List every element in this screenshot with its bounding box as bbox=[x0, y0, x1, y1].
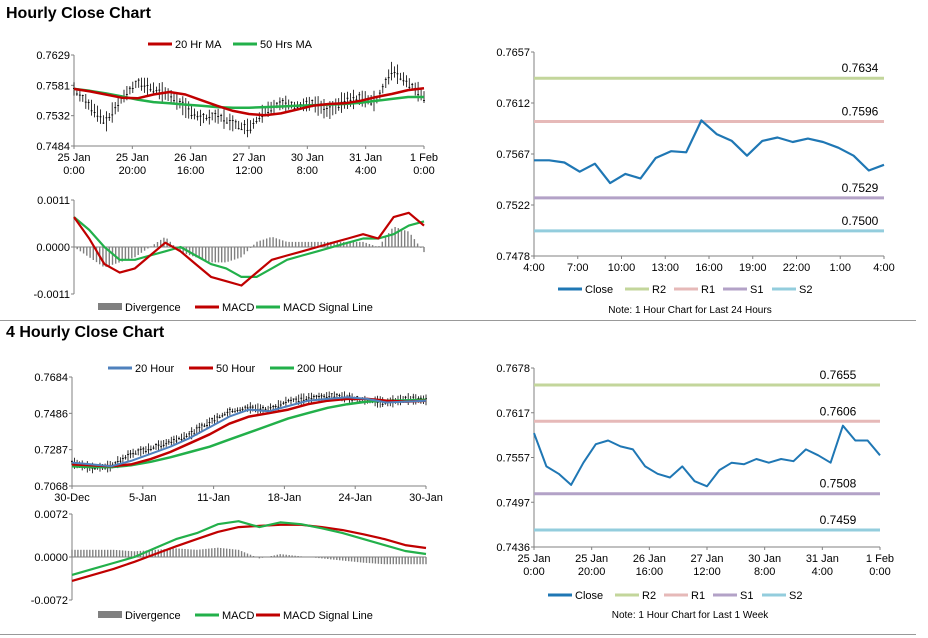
hourly-macd-y-tick-label: 0.0011 bbox=[37, 195, 70, 207]
four-hourly-week-x-tick-label: 27 Jan 12:00 bbox=[690, 553, 723, 578]
hourly-24h-legend-label: Close bbox=[585, 284, 613, 296]
hourly-24h-x-tick-label: 10:00 bbox=[608, 262, 636, 274]
hourly-24h-level-label-r1: 0.7596 bbox=[842, 105, 879, 119]
four-hourly-price-y-tick-label: 0.7486 bbox=[34, 408, 68, 420]
four-hourly-week-y-tick-label: 0.7678 bbox=[496, 363, 530, 375]
four-hourly-week-y-tick-label: 0.7497 bbox=[496, 497, 530, 509]
four-hourly-price-legend-label: 50 Hour bbox=[216, 363, 255, 375]
four-hourly-week-x-tick-label: 25 Jan 20:00 bbox=[575, 553, 608, 578]
four-hourly-price-y-tick-label: 0.7287 bbox=[34, 445, 68, 457]
hourly-macd-signal-line bbox=[73, 216, 425, 278]
hourly-24h-level-label-s2: 0.7500 bbox=[842, 214, 879, 228]
four-hourly-price-legend-label: 200 Hour bbox=[297, 363, 343, 375]
hourly-20hr-ma-line bbox=[73, 87, 425, 117]
four-hourly-macd-legend-label: MACD bbox=[222, 610, 254, 622]
hourly-24h-x-tick-label: 4:00 bbox=[523, 262, 544, 274]
hourly-price-y-tick-label: 0.7629 bbox=[36, 50, 70, 62]
hourly-macd-y-tick-label: 0.0000 bbox=[36, 242, 70, 254]
hourly-price-x-tick-label: 26 Jan 16:00 bbox=[174, 152, 207, 177]
four-hourly-section-title: 4 Hourly Close Chart bbox=[6, 324, 165, 341]
four-hourly-week-y-tick-label: 0.7557 bbox=[496, 453, 530, 465]
section-divider bbox=[0, 320, 916, 321]
hourly-24h-y-tick-label: 0.7567 bbox=[496, 149, 530, 161]
four-hourly-week-x-tick-label: 30 Jan 8:00 bbox=[748, 553, 781, 578]
four-hourly-week-level-label-s2: 0.7459 bbox=[820, 513, 857, 527]
hourly-24h-x-tick-label: 16:00 bbox=[695, 262, 723, 274]
four-hourly-price-y-tick-label: 0.7684 bbox=[34, 372, 68, 384]
hourly-price-x-tick-label: 27 Jan 12:00 bbox=[232, 152, 265, 177]
four-hourly-week-legend-label: S2 bbox=[789, 590, 802, 602]
hourly-24h-legend-label: R2 bbox=[652, 284, 666, 296]
hourly-macd-legend-label: MACD bbox=[222, 302, 254, 314]
four-hourly-week-legend-label: Close bbox=[575, 590, 603, 602]
four-hourly-week-level-label-r1: 0.7606 bbox=[820, 404, 857, 418]
bottom-divider bbox=[0, 634, 916, 635]
four-hourly-week-close-line bbox=[533, 424, 881, 488]
hourly-24h-x-tick-label: 22:00 bbox=[783, 262, 811, 274]
hourly-24h-x-tick-label: 13:00 bbox=[651, 262, 679, 274]
hourly-price-legend-label: 20 Hr MA bbox=[175, 39, 222, 51]
hourly-24h-x-tick-label: 4:00 bbox=[873, 262, 894, 274]
hourly-price-x-tick-label: 25 Jan 0:00 bbox=[57, 152, 90, 177]
four-hourly-price-x-tick-label: 30-Jan bbox=[409, 492, 443, 504]
four-hourly-price-x-tick-label: 5-Jan bbox=[129, 492, 157, 504]
four-hourly-price-y-tick-label: 0.7068 bbox=[34, 481, 68, 493]
hourly-24h-note: Note: 1 Hour Chart for Last 24 Hours bbox=[608, 305, 771, 316]
four-hourly-week-level-label-s1: 0.7508 bbox=[820, 477, 857, 491]
four-hourly-week-note: Note: 1 Hour Chart for Last 1 Week bbox=[612, 610, 770, 621]
hourly-24h-y-tick-label: 0.7478 bbox=[496, 251, 530, 263]
hourly-macd-legend-label: MACD Signal Line bbox=[283, 302, 373, 314]
hourly-price-y-tick-label: 0.7532 bbox=[36, 111, 70, 123]
four-hourly-macd-y-tick-label: 0.0072 bbox=[34, 509, 68, 521]
four-hourly-price-x-tick-label: 24-Jan bbox=[338, 492, 372, 504]
four-hourly-week-x-tick-label: 31 Jan 4:00 bbox=[806, 553, 839, 578]
hourly-24h-level-label-s1: 0.7529 bbox=[842, 181, 879, 195]
four-hourly-week-y-tick-label: 0.7436 bbox=[496, 542, 530, 554]
hourly-price-x-tick-label: 1 Feb 0:00 bbox=[410, 152, 438, 177]
four-hourly-macd-legend-label: MACD Signal Line bbox=[283, 610, 373, 622]
hourly-24h-y-tick-label: 0.7612 bbox=[496, 98, 530, 110]
hourly-price-x-tick-label: 31 Jan 4:00 bbox=[349, 152, 382, 177]
hourly-price-y-tick-label: 0.7484 bbox=[36, 141, 70, 153]
four-hourly-week-legend-label: R2 bbox=[642, 590, 656, 602]
hourly-24h-legend-label: R1 bbox=[701, 284, 715, 296]
four-hourly-week-legend-label: S1 bbox=[740, 590, 753, 602]
four-hourly-week-x-tick-label: 25 Jan 0:00 bbox=[517, 553, 550, 578]
four-hourly-macd-legend-swatch bbox=[98, 611, 122, 618]
four-hourly-macd-y-tick-label: -0.0072 bbox=[31, 595, 68, 607]
hourly-24h-close-line bbox=[534, 119, 885, 185]
hourly-24h-level-label-r2: 0.7634 bbox=[842, 61, 879, 75]
hourly-24h-x-tick-label: 19:00 bbox=[739, 262, 767, 274]
four-hourly-price-x-tick-label: 30-Dec bbox=[54, 492, 90, 504]
four-hourly-week-x-tick-label: 1 Feb 0:00 bbox=[866, 553, 894, 578]
four-hourly-20-hour-line bbox=[71, 396, 427, 468]
hourly-24h-legend-label: S2 bbox=[799, 284, 812, 296]
hourly-24h-x-tick-label: 7:00 bbox=[567, 262, 588, 274]
hourly-macd-line bbox=[73, 211, 425, 287]
hourly-price-x-tick-label: 25 Jan 20:00 bbox=[116, 152, 149, 177]
hourly-price-legend-label: 50 Hrs MA bbox=[260, 39, 313, 51]
hourly-24h-x-tick-label: 1:00 bbox=[830, 262, 851, 274]
hourly-24h-y-tick-label: 0.7522 bbox=[496, 200, 530, 212]
four-hourly-macd-signal-line bbox=[71, 523, 427, 582]
four-hourly-price-x-tick-label: 18-Jan bbox=[268, 492, 302, 504]
hourly-section-title: Hourly Close Chart bbox=[6, 5, 151, 22]
hourly-price-x-tick-label: 30 Jan 8:00 bbox=[291, 152, 324, 177]
four-hourly-price-legend-label: 20 Hour bbox=[135, 363, 174, 375]
four-hourly-macd-legend-label: Divergence bbox=[125, 610, 181, 622]
hourly-macd-y-tick-label: -0.0011 bbox=[34, 289, 71, 301]
four-hourly-week-level-label-r2: 0.7655 bbox=[820, 368, 857, 382]
four-hourly-week-x-tick-label: 26 Jan 16:00 bbox=[633, 553, 666, 578]
four-hourly-week-legend-label: R1 bbox=[691, 590, 705, 602]
four-hourly-macd-line bbox=[71, 520, 427, 576]
four-hourly-week-y-tick-label: 0.7617 bbox=[496, 408, 530, 420]
hourly-price-y-tick-label: 0.7581 bbox=[36, 80, 70, 92]
hourly-macd-legend-label: Divergence bbox=[125, 302, 181, 314]
hourly-24h-legend-label: S1 bbox=[750, 284, 763, 296]
hourly-macd-legend-swatch bbox=[98, 303, 122, 310]
hourly-24h-y-tick-label: 0.7657 bbox=[496, 47, 530, 59]
four-hourly-price-x-tick-label: 11-Jan bbox=[197, 492, 230, 504]
four-hourly-macd-y-tick-label: 0.0000 bbox=[34, 552, 68, 564]
